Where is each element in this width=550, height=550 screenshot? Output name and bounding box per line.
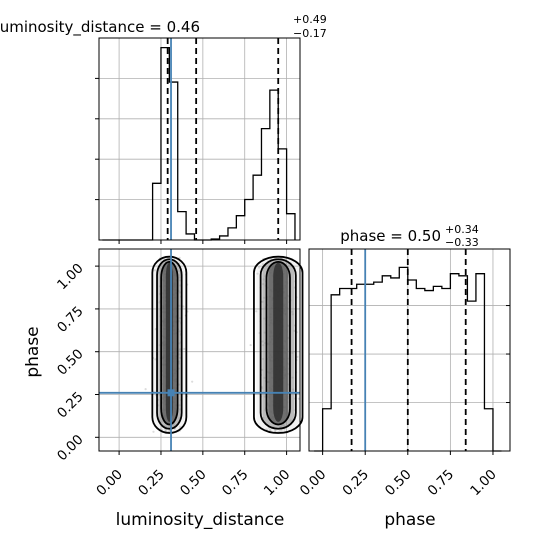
scatter-point [183, 347, 186, 351]
hist-phase-axes [308, 248, 511, 455]
hist-luminosity-distance-quantiles [166, 38, 280, 240]
scatter-point [191, 380, 194, 383]
hist-step-phase [314, 266, 502, 452]
scatter-point [265, 428, 268, 431]
y-tick-label: 0.25 [54, 389, 87, 422]
x-axis-label-luminosity-distance: luminosity_distance [116, 510, 285, 530]
title-phase-minus: −0.33 [445, 236, 479, 249]
density-fill-cluster-1-level-3 [273, 262, 284, 422]
contour-cluster-0-level-1 [156, 258, 183, 430]
y-tick-label: 0.50 [54, 346, 87, 379]
title-phase-plus: +0.34 [445, 223, 479, 236]
title-luminosity-distance-minus: −0.17 [293, 27, 327, 40]
x-tick-label: 0.75 [219, 467, 252, 500]
scatter-point [269, 429, 272, 432]
title-luminosity-distance: luminosity_distance = 0.46 [0, 18, 200, 37]
density-truth [99, 249, 300, 451]
scatter-point [261, 262, 264, 266]
title-luminosity-distance-plus: +0.49 [293, 13, 327, 26]
x-tick-label: 0.50 [382, 467, 415, 500]
x-tick-label: 0.00 [297, 467, 330, 500]
title-luminosity-distance-eq: = [144, 18, 166, 36]
x-tick-label: 0.00 [93, 467, 126, 500]
scatter-point [256, 272, 259, 275]
scatter-point [249, 343, 252, 347]
hist-phase-x-ticks: 0.00 0.25 0.50 0.75 1.00 [297, 467, 500, 500]
density-frame [98, 248, 301, 452]
hist-luminosity-distance-grid [99, 38, 300, 240]
contour-cluster-0-level-0 [151, 255, 188, 434]
scatter-point [144, 388, 147, 391]
title-phase-median: 0.50 [408, 227, 441, 245]
truth-marker [167, 389, 175, 397]
hist-phase-frame [308, 248, 511, 452]
scatter-point [153, 269, 156, 272]
x-tick-label: 0.25 [135, 467, 168, 500]
density-axes [95, 248, 301, 455]
scatter-point [255, 310, 258, 313]
title-phase-param: phase [340, 227, 385, 245]
density-panel: 0.00 0.25 0.50 0.75 1.00 0.00 0.25 0.50 0.75 1.0… [23, 248, 304, 530]
density-contours [151, 255, 304, 434]
scatter-point [273, 430, 277, 433]
scatter-point [257, 266, 261, 269]
y-tick-label: 0.00 [54, 432, 87, 465]
scatter-point [283, 428, 286, 431]
y-tick-label: 0.75 [54, 303, 87, 336]
x-tick-label: 1.00 [467, 467, 500, 500]
scatter-point [178, 425, 182, 429]
x-tick-label: 0.75 [425, 467, 458, 500]
hist-phase-bars [314, 266, 502, 452]
density-y-ticks: 0.00 0.25 0.50 0.75 1.00 [54, 260, 87, 464]
scatter-point [154, 358, 157, 361]
hist-luminosity-distance-axes [95, 37, 301, 244]
y-tick-label: 1.00 [54, 260, 87, 293]
title-phase-eq: = [385, 227, 407, 245]
title-luminosity-distance-param: luminosity_distance [0, 18, 144, 37]
x-tick-label: 0.50 [177, 467, 210, 500]
contour-cluster-0-level-2 [160, 260, 179, 426]
contour-cluster-1-level-2 [265, 260, 291, 426]
hist-phase-panel: 0.00 0.25 0.50 0.75 1.00 phase = 0.50 +0.34 … [297, 223, 511, 530]
scatter-point [268, 428, 272, 432]
scatter-point [280, 430, 283, 433]
title-luminosity-distance-median: 0.46 [167, 18, 200, 36]
y-axis-label-phase: phase [23, 326, 43, 377]
x-tick-label: 1.00 [261, 467, 294, 500]
hist-phase-grid [309, 249, 510, 451]
x-tick-label: 0.25 [339, 467, 372, 500]
hist-luminosity-distance-bars [102, 46, 296, 241]
scatter-point [296, 355, 299, 358]
title-phase: phase = 0.50 [340, 227, 441, 245]
hist-luminosity-distance-panel: luminosity_distance = 0.46 +0.49 −0.17 [0, 13, 327, 244]
scatter-point [152, 430, 155, 433]
scatter-point [278, 429, 281, 433]
hist-luminosity-distance-frame [98, 37, 301, 241]
hist-step-luminosity-distance [102, 46, 296, 241]
x-axis-label-phase: phase [384, 510, 435, 530]
contour-cluster-1-level-1 [259, 258, 297, 430]
density-x-ticks: 0.00 0.25 0.50 0.75 1.00 [93, 467, 293, 500]
contour-cluster-1-level-0 [253, 255, 304, 434]
scatter-point [274, 429, 277, 432]
scatter-point [178, 256, 181, 259]
hist-phase-quantiles [350, 249, 467, 451]
scatter-point [182, 305, 185, 308]
